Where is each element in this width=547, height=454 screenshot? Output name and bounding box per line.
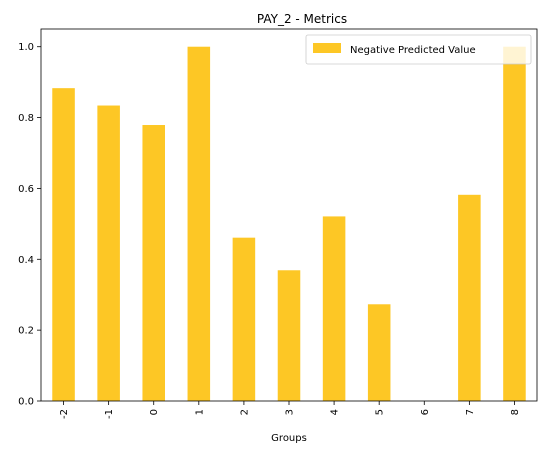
bar-2 bbox=[232, 237, 256, 401]
y-tick-label: 0.8 bbox=[18, 113, 34, 124]
bar-3 bbox=[277, 270, 301, 401]
bar-7 bbox=[458, 194, 481, 401]
y-tick-label: 0.6 bbox=[18, 184, 34, 195]
bar--1 bbox=[97, 105, 120, 402]
bar-0 bbox=[142, 125, 165, 402]
x-tick-label: 6 bbox=[420, 409, 431, 415]
bar-8 bbox=[503, 46, 526, 401]
legend: Negative Predicted Value bbox=[305, 34, 532, 65]
x-tick-label: 4 bbox=[330, 409, 341, 415]
x-tick-label: 1 bbox=[194, 409, 205, 415]
x-axis: -2 -1 0 1 2 3 4 5 6 7 8 bbox=[59, 401, 521, 419]
x-tick-label: 3 bbox=[285, 409, 296, 415]
y-axis: 0.0 0.2 0.4 0.6 0.8 1.0 bbox=[18, 42, 41, 408]
bars-group bbox=[52, 46, 526, 402]
bar--2 bbox=[52, 88, 75, 401]
x-tick-label: 8 bbox=[510, 409, 521, 415]
x-tick-label: 2 bbox=[239, 409, 250, 415]
legend-swatch bbox=[313, 43, 341, 53]
x-axis-label: Groups bbox=[271, 433, 307, 444]
legend-label: Negative Predicted Value bbox=[350, 45, 476, 56]
chart-title: PAY_2 - Metrics bbox=[257, 12, 347, 26]
x-tick-label: 0 bbox=[149, 409, 160, 415]
y-tick-label: 0.2 bbox=[18, 326, 34, 337]
bar-4 bbox=[322, 216, 346, 401]
y-tick-label: 0.4 bbox=[18, 255, 34, 266]
x-tick-label: -1 bbox=[104, 409, 115, 419]
x-tick-label: 7 bbox=[465, 409, 476, 415]
x-tick-label: 5 bbox=[375, 409, 386, 415]
x-tick-label: -2 bbox=[59, 409, 70, 419]
bar-1 bbox=[187, 46, 211, 401]
y-tick-label: 0.0 bbox=[18, 397, 34, 408]
y-tick-label: 1.0 bbox=[18, 42, 34, 53]
legend-frame bbox=[305, 34, 532, 65]
bar-5 bbox=[367, 304, 391, 401]
